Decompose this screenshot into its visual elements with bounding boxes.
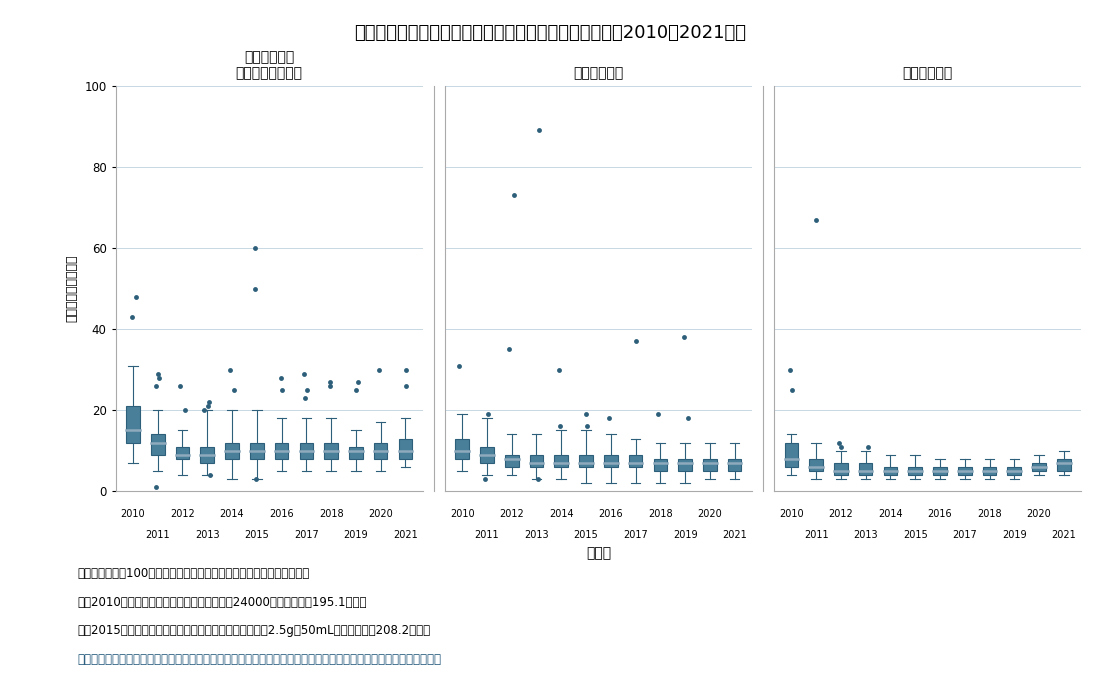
Bar — [958, 467, 971, 475]
Text: 2015: 2015 — [903, 530, 927, 540]
Bar — [226, 442, 239, 459]
Bar — [374, 442, 388, 459]
Text: 2013: 2013 — [853, 530, 877, 540]
Bar — [704, 459, 717, 471]
Text: 2011: 2011 — [475, 530, 499, 540]
Text: 2012: 2012 — [829, 510, 853, 519]
Bar — [325, 442, 338, 459]
Bar — [654, 459, 667, 471]
Text: 2010年承認の「エポジン皮下注シリンジ24000」（審査期間195.1ヶ月）: 2010年承認の「エポジン皮下注シリンジ24000」（審査期間195.1ヶ月） — [77, 596, 367, 609]
Bar — [480, 447, 493, 463]
Bar — [505, 455, 519, 467]
Bar — [250, 442, 263, 459]
Text: 注：審査期間が100ヶ月を超える以下２品目は、グラフから除外した。: 注：審査期間が100ヶ月を超える以下２品目は、グラフから除外した。 — [77, 567, 309, 580]
Text: 2019: 2019 — [1002, 530, 1026, 540]
Bar — [176, 447, 189, 459]
Title: 優先審査品目: 優先審査品目 — [574, 67, 623, 80]
Text: 2016: 2016 — [928, 510, 952, 519]
Text: 2015年承認の「献血ヴェノグロブリンＩＨ５％静注2.5g／50mL」（審査期間208.2ヶ月）: 2015年承認の「献血ヴェノグロブリンＩＨ５％静注2.5g／50mL」（審査期間… — [77, 624, 430, 638]
Text: 2012: 2012 — [500, 510, 524, 519]
Text: 2013: 2013 — [524, 530, 548, 540]
Bar — [884, 467, 897, 475]
Bar — [728, 459, 741, 471]
Bar — [835, 463, 848, 475]
Text: 2017: 2017 — [623, 530, 647, 540]
Text: 2016: 2016 — [599, 510, 623, 519]
Y-axis label: 申請～承認（月数）: 申請～承認（月数） — [66, 255, 79, 322]
Text: 2013: 2013 — [195, 530, 219, 540]
Text: 出所：審査報告書、新医薬品の承認品目一覧、添付文書（いずれもＰＭＤＡ）をもとに医薬産業政策研究所にて作成: 出所：審査報告書、新医薬品の承認品目一覧、添付文書（いずれもＰＭＤＡ）をもとに医… — [77, 653, 442, 666]
Bar — [983, 467, 996, 475]
Text: 承認年: 承認年 — [586, 546, 611, 560]
Bar — [349, 447, 362, 459]
Bar — [859, 463, 872, 475]
Text: 2010: 2010 — [121, 510, 145, 519]
Text: 2018: 2018 — [978, 510, 1002, 519]
Bar — [785, 442, 798, 467]
Text: 2017: 2017 — [952, 530, 977, 540]
Bar — [934, 467, 947, 475]
Bar — [399, 438, 412, 459]
Title: 通常承認品目
（迅速処理除く）: 通常承認品目 （迅速処理除く） — [236, 50, 303, 80]
Bar — [456, 438, 469, 459]
Bar — [1033, 463, 1046, 471]
Bar — [200, 447, 214, 463]
Bar — [908, 467, 922, 475]
Text: 2021: 2021 — [722, 530, 746, 540]
Text: 2010: 2010 — [450, 510, 475, 519]
Bar — [127, 406, 140, 442]
Text: 2017: 2017 — [294, 530, 318, 540]
Text: 2015: 2015 — [574, 530, 598, 540]
Text: 図３　新医薬品の審査期間（月数）の推移（承認年毎；2010～2021年）: 図３ 新医薬品の審査期間（月数）の推移（承認年毎；2010～2021年） — [355, 24, 746, 42]
Text: 2014: 2014 — [220, 510, 244, 519]
Bar — [678, 459, 691, 471]
Bar — [809, 459, 822, 471]
Text: 2010: 2010 — [780, 510, 804, 519]
Bar — [275, 442, 288, 459]
Text: 2014: 2014 — [549, 510, 574, 519]
Text: 2012: 2012 — [171, 510, 195, 519]
Text: 2021: 2021 — [1051, 530, 1076, 540]
Text: 2016: 2016 — [270, 510, 294, 519]
Bar — [530, 455, 543, 467]
Text: 2018: 2018 — [319, 510, 344, 519]
Bar — [1007, 467, 1021, 475]
Text: 2018: 2018 — [648, 510, 673, 519]
Title: 迅速処理品目: 迅速処理品目 — [903, 67, 952, 80]
Text: 2019: 2019 — [673, 530, 697, 540]
Bar — [151, 434, 164, 455]
Bar — [604, 455, 618, 467]
Bar — [1057, 459, 1070, 471]
Bar — [579, 455, 592, 467]
Bar — [299, 442, 313, 459]
Text: 2020: 2020 — [369, 510, 393, 519]
Bar — [629, 455, 642, 467]
Text: 2014: 2014 — [879, 510, 903, 519]
Text: 2020: 2020 — [698, 510, 722, 519]
Text: 2021: 2021 — [393, 530, 417, 540]
Text: 2011: 2011 — [145, 530, 170, 540]
Text: 2011: 2011 — [804, 530, 828, 540]
Text: 2020: 2020 — [1027, 510, 1051, 519]
Text: 2015: 2015 — [244, 530, 269, 540]
Text: 2019: 2019 — [344, 530, 368, 540]
Bar — [555, 455, 568, 467]
